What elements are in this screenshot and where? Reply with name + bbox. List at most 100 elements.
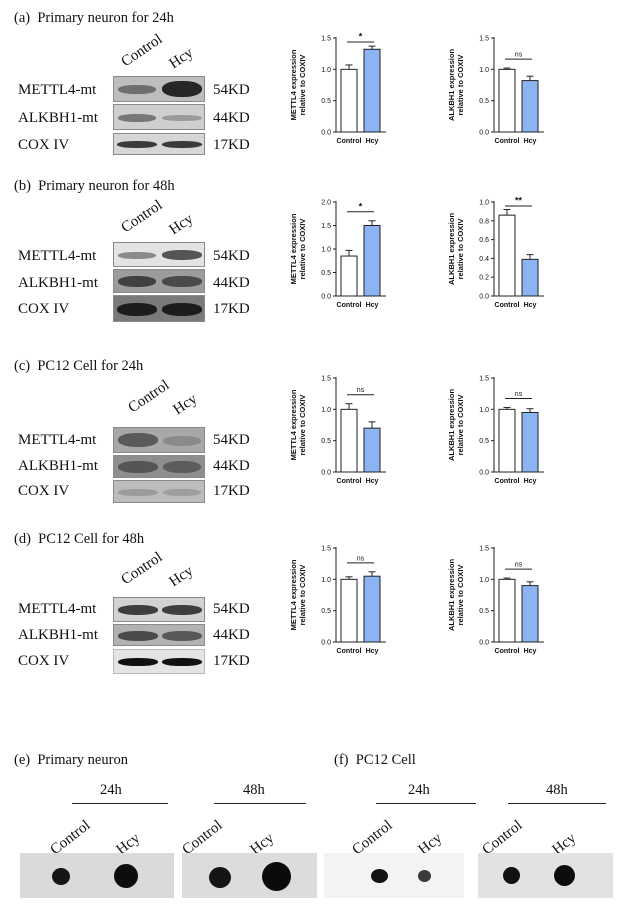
y-tick-label: 2.0 <box>321 200 331 207</box>
y-axis-label-line2: relative to COXIV <box>456 219 465 280</box>
y-tick-label: 0.0 <box>321 130 331 137</box>
y-tick-label: 1.0 <box>321 577 331 584</box>
x-tick-label: Hcy <box>524 138 537 145</box>
y-tick-label: 0.8 <box>479 218 489 225</box>
blot-a-cox4 <box>113 133 205 155</box>
lane-hcy-b: Hcy <box>166 210 197 239</box>
y-tick-label: 0.5 <box>479 98 489 105</box>
row-label-a-2: ALKBH1-mt <box>18 110 98 126</box>
bar-control <box>340 408 358 473</box>
x-tick-label: Hcy <box>524 478 537 485</box>
y-tick-label: 0.0 <box>321 294 331 301</box>
row-label-c-1: METTL4-mt <box>18 432 97 448</box>
significance-label: ns <box>515 562 523 569</box>
kd-d-1: 54KD <box>213 601 250 617</box>
kd-c-3: 17KD <box>213 483 250 499</box>
y-tick-label: 0.5 <box>321 438 331 445</box>
e-48h-line <box>214 803 306 804</box>
y-axis-label-line1: ALKBH1 expression <box>447 389 456 462</box>
f-24h-dotblot <box>324 853 464 898</box>
kd-a-3: 17KD <box>213 137 250 153</box>
bar-hcy <box>521 80 539 133</box>
significance-label: ns <box>515 52 523 59</box>
lane-control-a: Control <box>118 31 166 71</box>
y-axis-label-line1: METTL4 expression <box>289 213 298 284</box>
kd-a-2: 44KD <box>213 110 250 126</box>
bar-control <box>498 408 516 473</box>
bar-control <box>340 68 358 133</box>
y-tick-label: 0.0 <box>479 470 489 477</box>
y-axis-label-line2: relative to COXIV <box>298 565 307 626</box>
f-48h-line <box>508 803 606 804</box>
y-axis-label: ALKBH1 expressionrelative to COXIV <box>447 49 465 122</box>
blot-d-mettl4 <box>113 597 205 622</box>
y-axis-label-line1: METTL4 expression <box>289 49 298 120</box>
y-axis-label: ALKBH1 expressionrelative to COXIV <box>447 559 465 632</box>
x-tick-label: Control <box>337 138 362 145</box>
lane-control-c: Control <box>125 377 173 417</box>
y-tick-label: 0.0 <box>479 130 489 137</box>
panel-d-title: (d) PC12 Cell for 48h <box>14 531 144 548</box>
y-tick-label: 1.0 <box>321 247 331 254</box>
x-tick-label: Hcy <box>366 478 379 485</box>
panel-a-title: (a) Primary neuron for 24h <box>14 10 174 27</box>
blot-c-cox4 <box>113 480 205 503</box>
bar-hcy <box>363 225 381 297</box>
y-axis-label: METTL4 expressionrelative to COXIV <box>289 213 307 284</box>
bar-hcy <box>521 585 539 643</box>
row-label-a-1: METTL4-mt <box>18 82 97 98</box>
y-tick-label: 1.5 <box>479 36 489 43</box>
row-label-c-2: ALKBH1-mt <box>18 458 98 474</box>
kd-c-1: 54KD <box>213 432 250 448</box>
y-axis-label-line1: ALKBH1 expression <box>447 559 456 632</box>
panel-e-title-text: Primary neuron <box>37 752 128 768</box>
y-tick-label: 0.0 <box>321 470 331 477</box>
significance-label: * <box>359 201 363 211</box>
panel-b-title-text: Primary neuron for 48h <box>38 178 175 194</box>
panel-c-letter: (c) <box>14 358 31 374</box>
y-axis-label-line1: ALKBH1 expression <box>447 49 456 122</box>
significance-label: ns <box>515 391 523 398</box>
row-label-d-1: METTL4-mt <box>18 601 97 617</box>
kd-b-2: 44KD <box>213 275 250 291</box>
panel-b-title: (b) Primary neuron for 48h <box>14 178 175 195</box>
kd-d-3: 17KD <box>213 653 250 669</box>
x-tick-label: Control <box>495 138 520 145</box>
row-label-c-3: COX IV <box>18 483 70 499</box>
blot-d-cox4 <box>113 649 205 674</box>
chart-d-1: METTL4 expressionrelative to COXIV 0.0 0.5… <box>289 546 386 655</box>
y-axis-label-line2: relative to COXIV <box>456 565 465 626</box>
e-24h-label: 24h <box>100 782 122 798</box>
blot-c-mettl4 <box>113 427 205 453</box>
y-tick-label: 1.0 <box>479 577 489 584</box>
row-label-b-2: ALKBH1-mt <box>18 275 98 291</box>
chart-d-2: ALKBH1 expressionrelative to COXIV 0.0 0.5… <box>447 546 544 655</box>
row-label-a-3: COX IV <box>18 137 70 153</box>
y-tick-label: 0.5 <box>321 98 331 105</box>
kd-c-2: 44KD <box>213 458 250 474</box>
bar-control <box>340 578 358 643</box>
y-tick-label: 1.5 <box>321 546 331 553</box>
panel-f-title: (f) PC12 Cell <box>334 752 416 769</box>
chart-a-1: METTL4 expressionrelative to COXIV 0.0 0.5… <box>289 32 386 145</box>
y-tick-label: 0.5 <box>479 608 489 615</box>
y-tick-label: 1.5 <box>321 223 331 230</box>
row-label-d-2: ALKBH1-mt <box>18 627 98 643</box>
y-tick-label: 0.5 <box>321 270 331 277</box>
y-axis-label-line2: relative to COXIV <box>298 395 307 456</box>
significance-label: ns <box>357 387 365 394</box>
x-tick-label: Control <box>495 478 520 485</box>
blot-b-mettl4 <box>113 242 205 267</box>
y-tick-label: 0.0 <box>479 640 489 647</box>
y-tick-label: 0.0 <box>321 640 331 647</box>
y-axis-label-line2: relative to COXIV <box>298 55 307 116</box>
x-tick-label: Control <box>495 302 520 309</box>
panel-a-letter: (a) <box>14 10 31 26</box>
lane-hcy-d: Hcy <box>166 562 197 591</box>
chart-a-2: ALKBH1 expressionrelative to COXIV 0.0 0.5… <box>447 36 544 145</box>
blot-d-alkbh1 <box>113 624 205 646</box>
bar-control <box>498 578 516 643</box>
x-tick-label: Hcy <box>366 138 379 145</box>
f-24h-line <box>376 803 476 804</box>
bar-hcy <box>521 258 539 297</box>
